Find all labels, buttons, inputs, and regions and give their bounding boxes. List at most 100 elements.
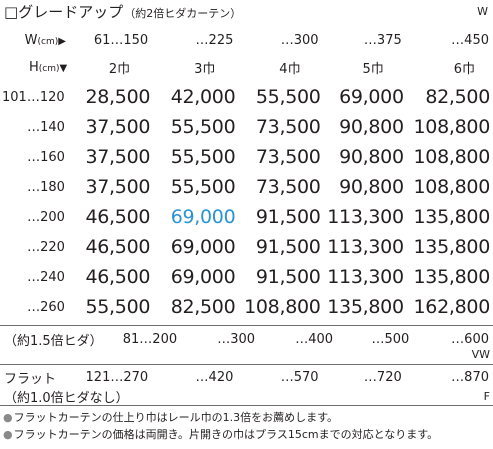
panel-count: 6巾: [453, 61, 475, 77]
flat-width: …570: [280, 370, 319, 385]
pleat-15-label: （約1.5倍ヒダ）: [4, 333, 103, 349]
price-cell: 42,000: [170, 86, 236, 108]
flat-width: …720: [363, 370, 402, 385]
price-cell: 108,800: [413, 146, 491, 168]
flat-sublabel: （約1.0倍ヒダなし）: [4, 391, 129, 406]
note-item: ●フラットカーテンの価格は両開き。片開きの巾はプラス15cmまでの対応となります…: [3, 426, 438, 443]
price-row: …220 46,500 69,000 91,500 113,300 135,80…: [0, 232, 493, 262]
price-row: …140 37,500 55,500 73,500 90,800 108,800: [0, 112, 493, 142]
pleat-15-width: …600: [451, 331, 489, 347]
price-cell: 69,000: [339, 86, 404, 108]
price-row: 101…120 28,500 42,000 55,500 69,000 82,5…: [0, 82, 493, 112]
flat-row: フラット 121…270 …420 …570 …720 …870: [0, 368, 493, 387]
price-row: …240 46,500 69,000 91,500 113,300 135,80…: [0, 262, 493, 292]
price-cell: 69,000: [170, 236, 236, 258]
price-cell: 162,800: [413, 296, 491, 318]
divider: [0, 364, 493, 365]
height-range: …220: [27, 239, 65, 255]
price-cell: 55,500: [170, 176, 236, 198]
panel-count: 2巾: [108, 61, 131, 77]
height-axis-label: H(cm)▼: [29, 59, 68, 75]
price-cell: 46,500: [85, 236, 151, 258]
height-range: …200: [27, 209, 65, 225]
width-header-row: W(cm)▶ 61…150 …225 …300 …375 …450: [0, 28, 493, 52]
right-arrow-icon: ▶: [58, 35, 66, 47]
price-row: …160 37,500 55,500 73,500 90,800 108,800: [0, 142, 493, 172]
divider: [0, 405, 493, 406]
panel-count: 5巾: [362, 61, 384, 77]
pleat-15-width: 81…200: [122, 331, 178, 347]
price-cell: 108,800: [413, 116, 491, 138]
price-cell: 37,500: [85, 116, 151, 138]
price-cell: 90,800: [339, 146, 404, 168]
price-cell: 135,800: [413, 206, 491, 228]
panel-count: 4巾: [279, 61, 301, 77]
pleat-15-code: VW: [471, 348, 490, 361]
price-cell: 113,300: [327, 236, 404, 258]
checkbox-icon: □: [4, 3, 19, 21]
price-cell: 37,500: [85, 146, 151, 168]
price-cell: 90,800: [339, 116, 404, 138]
flat-code: F: [483, 390, 490, 403]
width-range: 61…150: [93, 32, 149, 48]
down-arrow-icon: ▼: [59, 62, 68, 74]
price-cell: 82,500: [425, 86, 490, 108]
note-text: フラットカーテンの仕上り巾はレール巾の1.3倍をお薦めします。: [13, 411, 339, 424]
height-header-row: H(cm)▼ 2巾 3巾 4巾 5巾 6巾: [0, 52, 493, 82]
price-cell: 91,500: [255, 266, 321, 288]
price-cell: 55,500: [170, 116, 236, 138]
title-text: グレードアップ: [18, 3, 124, 21]
notes: ●フラットカーテンの仕上り巾はレール巾の1.3倍をお薦めします。 ●フラットカー…: [3, 409, 438, 443]
width-range: …375: [363, 32, 402, 48]
price-row: …180 37,500 55,500 73,500 90,800 108,800: [0, 172, 493, 202]
pleat-15-width: …300: [217, 331, 256, 347]
bullet-icon: ●: [3, 411, 13, 424]
price-cell: 135,800: [413, 236, 491, 258]
price-cell: 69,000: [170, 266, 236, 288]
price-cell: 73,500: [255, 176, 321, 198]
price-cell: 55,500: [170, 146, 236, 168]
price-cell: 113,300: [327, 206, 404, 228]
width-axis-label: W(cm)▶: [24, 32, 66, 48]
flat-width: 121…270: [85, 370, 149, 385]
price-cell: 55,500: [255, 86, 321, 108]
price-cell: 46,500: [85, 266, 151, 288]
pleat-15-table: （約1.5倍ヒダ） 81…200 …300 …400 …500 …600: [0, 329, 493, 349]
section-header: □グレードアップ（約2倍ヒダカーテン） W: [4, 1, 490, 23]
height-range: 101…120: [2, 89, 65, 105]
price-cell: 135,800: [413, 266, 491, 288]
height-range: …260: [27, 299, 65, 315]
price-cell: 55,500: [85, 296, 151, 318]
price-cell: 108,800: [244, 296, 321, 318]
bullet-icon: ●: [3, 428, 13, 441]
price-cell: 37,500: [85, 176, 151, 198]
price-cell: 82,500: [170, 296, 236, 318]
width-range: …300: [280, 32, 319, 48]
pleat-15-width: …500: [371, 331, 410, 347]
width-range: …225: [195, 32, 234, 48]
height-range: …160: [27, 149, 65, 165]
price-cell: 28,500: [85, 86, 151, 108]
price-row: …260 55,500 82,500 108,800 135,800 162,8…: [0, 292, 493, 322]
height-range: …240: [27, 269, 65, 285]
note-item: ●フラットカーテンの仕上り巾はレール巾の1.3倍をお薦めします。: [3, 409, 438, 426]
title-subtitle: （約2倍ヒダカーテン）: [124, 7, 242, 20]
price-table: W(cm)▶ 61…150 …225 …300 …375 …450 H(cm)▼…: [0, 28, 493, 322]
price-cell: 135,800: [327, 296, 404, 318]
pleat-15-width: …400: [295, 331, 334, 347]
height-range: …180: [27, 179, 65, 195]
flat-label: フラット: [4, 372, 57, 387]
price-cell: 113,300: [327, 266, 404, 288]
price-cell: 73,500: [255, 116, 321, 138]
price-cell: 90,800: [339, 176, 404, 198]
flat-subrow: （約1.0倍ヒダなし） F: [0, 387, 493, 406]
highlighted-price-cell: 69,000: [170, 206, 236, 228]
price-cell: 73,500: [255, 146, 321, 168]
flat-width: …870: [451, 370, 489, 385]
width-range: …450: [451, 32, 489, 48]
section-title: □グレードアップ（約2倍ヒダカーテン）: [4, 1, 241, 22]
note-text: フラットカーテンの価格は両開き。片開きの巾はプラス15cmまでの対応となります。: [13, 428, 439, 441]
price-cell: 46,500: [85, 206, 151, 228]
flat-width: …420: [195, 370, 234, 385]
price-cell: 91,500: [255, 206, 321, 228]
